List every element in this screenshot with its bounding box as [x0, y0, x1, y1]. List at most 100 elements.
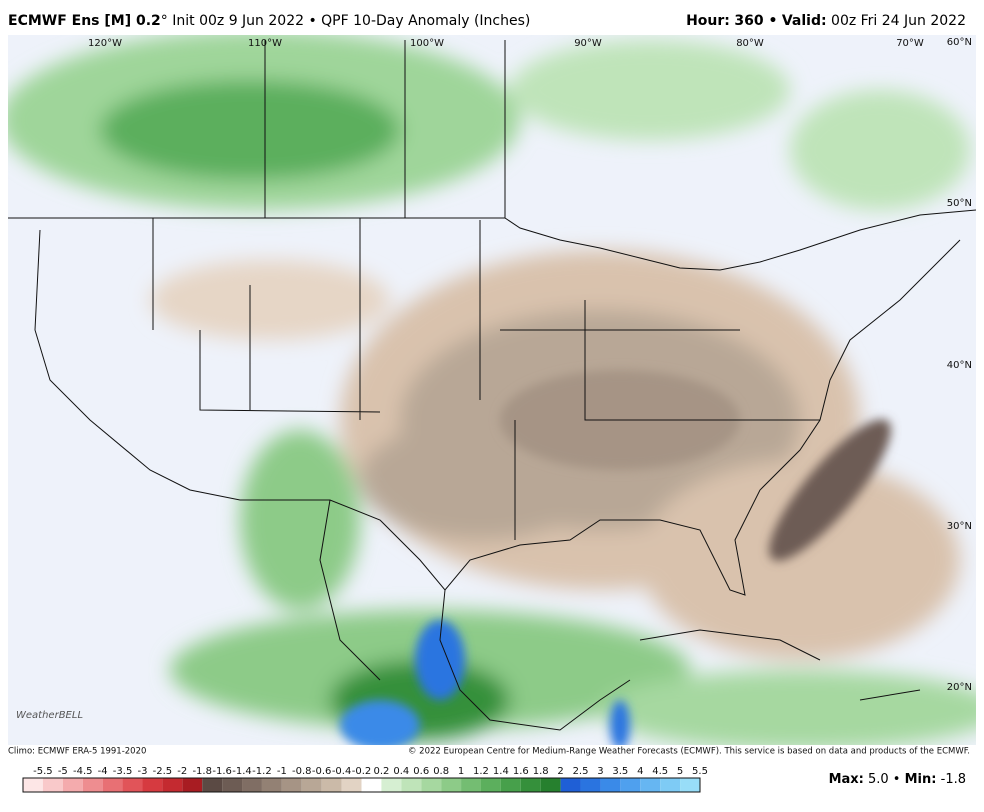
colorbar-label: -4.5: [73, 766, 93, 777]
colorbar-swatch: [520, 778, 541, 792]
colorbar-label: -1.6: [212, 766, 232, 777]
title-rest: ° Init 00z 9 Jun 2022 • QPF 10-Day Anoma…: [161, 13, 531, 29]
colorbar-label: 5: [677, 766, 683, 777]
colorbar-swatch: [401, 778, 422, 792]
colorbar-label: -1.8: [192, 766, 212, 777]
colorbar-label: -5: [58, 766, 68, 777]
colorbar-label: 2.5: [573, 766, 589, 777]
colorbar-label: 1.6: [513, 766, 529, 777]
colorbar-label: -5.5: [33, 766, 53, 777]
colorbar-label: -0.4: [332, 766, 352, 777]
colorbar-swatch: [222, 778, 243, 792]
copyright: © 2022 European Centre for Medium-Range …: [408, 747, 970, 757]
colorbar-label: -1: [277, 766, 287, 777]
colorbar-frame: [22, 777, 701, 793]
hour-value: 360 •: [734, 13, 777, 29]
colorbar-swatch: [62, 778, 83, 792]
colorbar: -5.5 -5 -4.5 -4 -3.5 -3 -2.5 -2 -1.8 -1.6 -1.4 -1.2…: [22, 766, 708, 793]
min-value: -1.8: [941, 772, 966, 787]
colorbar-label: 5.5: [692, 766, 708, 777]
lat-label: 30°N: [947, 521, 972, 532]
colorbar-label: -2: [177, 766, 187, 777]
colorbar-label: 0.4: [393, 766, 409, 777]
colorbar-label: 0.2: [373, 766, 389, 777]
colorbar-swatch: [23, 778, 43, 792]
map: 120°W 110°W 100°W 90°W 80°W 70°W 60°N 50°N 40°N 3…: [8, 35, 976, 745]
graticule-labels: 120°W 110°W 100°W 90°W 80°W 70°W 60°N 50°N 40°N 3…: [88, 37, 972, 693]
anomaly-core: [340, 370, 891, 745]
max-value: 5.0 •: [868, 772, 900, 787]
colorbar-label: -3: [137, 766, 147, 777]
climo-note: Climo: ECMWF ERA-5 1991-2020: [8, 747, 146, 757]
colorbar-swatch: [600, 778, 621, 792]
logo: WeatherBELL: [16, 710, 83, 721]
valid-value: 00z Fri 24 Jun 2022: [831, 13, 966, 29]
hour-label: Hour:: [686, 13, 730, 29]
colorbar-label: 1.8: [533, 766, 549, 777]
colorbar-label: 4.5: [652, 766, 668, 777]
lon-label: 80°W: [736, 38, 764, 49]
header-valid: Hour: 360 • Valid: 00z Fri 24 Jun 2022: [686, 13, 966, 29]
lon-label: 110°W: [248, 38, 282, 49]
colorbar-swatch: [321, 778, 342, 792]
colorbar-swatch: [341, 778, 362, 792]
colorbar-swatch: [281, 778, 302, 792]
lon-label: 70°W: [896, 38, 924, 49]
colorbar-label: 1: [458, 766, 464, 777]
colorbar-swatch: [381, 778, 402, 792]
colorbar-label: 0.8: [433, 766, 449, 777]
colorbar-label: 1.4: [493, 766, 509, 777]
colorbar-label: 1.2: [473, 766, 489, 777]
colorbar-label: 0.6: [413, 766, 429, 777]
colorbar-swatch: [580, 778, 601, 792]
anomaly-field: [8, 35, 976, 745]
colorbar-swatch: [142, 778, 163, 792]
lon-label: 90°W: [574, 38, 602, 49]
colorbar-label: -1.2: [252, 766, 272, 777]
colorbar-swatch: [480, 778, 501, 792]
colorbar-swatch: [261, 778, 282, 792]
lon-label: 120°W: [88, 38, 122, 49]
colorbar-label: 2: [557, 766, 563, 777]
colorbar-swatch: [680, 778, 700, 792]
colorbar-swatch: [461, 778, 481, 792]
colorbar-swatch: [242, 778, 262, 792]
lat-label: 40°N: [947, 360, 972, 371]
colorbar-swatch: [421, 778, 442, 792]
lat-label: 20°N: [947, 682, 972, 693]
colorbar-label: -2.5: [153, 766, 173, 777]
colorbar-swatch: [182, 778, 203, 792]
colorbar-swatch: [620, 778, 641, 792]
colorbar-label: 3.5: [612, 766, 628, 777]
colorbar-swatch: [640, 778, 661, 792]
colorbar-swatch: [82, 778, 103, 792]
colorbar-swatch: [540, 778, 561, 792]
colorbar-swatch: [560, 778, 581, 792]
colorbar-swatch: [301, 778, 322, 792]
colorbar-swatch: [162, 778, 183, 792]
borders: [8, 40, 976, 731]
colorbar-label: 3: [597, 766, 603, 777]
colorbar-swatch: [202, 778, 223, 792]
min-label: Min:: [905, 772, 937, 787]
colorbar-swatch: [500, 778, 521, 792]
colorbar-label: -1.4: [232, 766, 252, 777]
colorbar-label: -0.8: [292, 766, 312, 777]
colorbar-swatch: [660, 778, 681, 792]
colorbar-swatch: [122, 778, 143, 792]
lat-label: 50°N: [947, 198, 972, 209]
title-bold: ECMWF Ens [M] 0.2: [8, 13, 161, 29]
colorbar-label: 4: [637, 766, 643, 777]
max-min: Max: 5.0 • Min: -1.8: [829, 772, 966, 787]
colorbar-label: -3.5: [113, 766, 133, 777]
colorbar-label: -4: [98, 766, 108, 777]
colorbar-label: -0.2: [352, 766, 372, 777]
colorbar-swatch: [361, 778, 382, 792]
lon-label: 100°W: [410, 38, 444, 49]
max-label: Max:: [829, 772, 864, 787]
lat-label: 60°N: [947, 37, 972, 48]
header-title: ECMWF Ens [M] 0.2° Init 00z 9 Jun 2022 •…: [8, 13, 530, 29]
colorbar-swatch: [102, 778, 123, 792]
colorbar-label: -0.6: [312, 766, 332, 777]
